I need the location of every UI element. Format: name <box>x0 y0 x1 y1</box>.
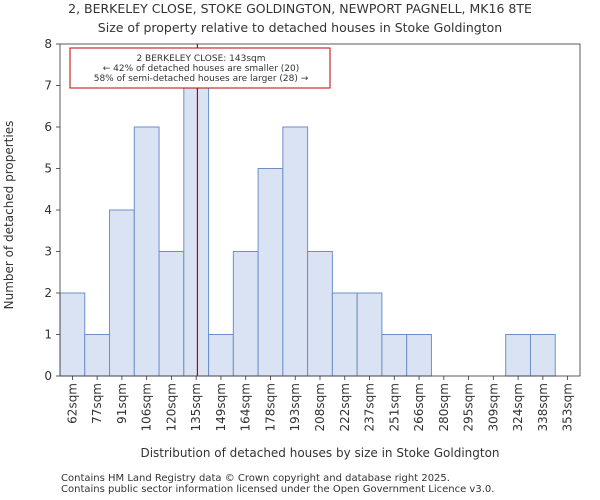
x-tick-label: 178sqm <box>263 383 277 431</box>
bar-62sqm <box>59 292 86 377</box>
bar-91sqm <box>109 209 135 377</box>
x-tick-label: 135sqm <box>189 383 203 431</box>
x-tick-label: 149sqm <box>214 383 228 431</box>
bar-222sqm <box>331 292 358 377</box>
bar-120sqm <box>158 251 185 377</box>
x-tick-label: 77sqm <box>90 383 104 424</box>
bar-178sqm <box>257 168 284 377</box>
y-tick-label: 5 <box>44 162 52 176</box>
x-tick-label: 251sqm <box>387 383 401 431</box>
chart-title: 2, BERKELEY CLOSE, STOKE GOLDINGTON, NEW… <box>68 1 532 16</box>
y-tick-label: 3 <box>44 245 52 259</box>
x-axis: 62sqm 77sqm 91sqm 106sqm 120sqm 135sqm 149sqm 1… <box>65 376 575 431</box>
footer-line-2: Contains public sector information licen… <box>61 484 495 495</box>
bar-324sqm <box>505 334 531 377</box>
y-tick-label: 8 <box>44 37 52 51</box>
bar-135sqm <box>183 85 210 377</box>
bar-266sqm <box>406 334 432 377</box>
bar-77sqm <box>84 334 111 377</box>
x-tick-label: 91sqm <box>115 383 129 424</box>
x-tick-label: 106sqm <box>140 383 154 431</box>
x-axis-label: Distribution of detached houses by size … <box>140 446 499 460</box>
bar-193sqm <box>282 126 309 377</box>
x-tick-label: 120sqm <box>164 383 178 431</box>
x-tick-label: 208sqm <box>313 383 327 431</box>
y-tick-label: 6 <box>44 120 52 134</box>
y-tick-label: 4 <box>44 203 52 217</box>
x-tick-label: 62sqm <box>65 383 79 424</box>
y-tick-label: 1 <box>44 328 52 342</box>
chart-subtitle: Size of property relative to detached ho… <box>98 20 502 35</box>
x-tick-label: 164sqm <box>239 383 253 431</box>
bar-338sqm <box>529 334 556 377</box>
bar-106sqm <box>133 126 160 377</box>
x-tick-label: 237sqm <box>363 383 377 431</box>
y-tick-label: 2 <box>44 286 52 300</box>
x-tick-label: 295sqm <box>462 383 476 431</box>
annotation-line-3: 58% of semi-detached houses are larger (… <box>94 74 309 84</box>
y-axis: 0 1 2 3 4 5 6 7 8 <box>44 37 60 383</box>
bar-237sqm <box>356 292 383 377</box>
annotation-line-1: 2 BERKELEY CLOSE: 143sqm <box>136 54 265 64</box>
x-tick-label: 193sqm <box>288 383 302 431</box>
x-tick-label: 324sqm <box>511 383 525 431</box>
annotation-box <box>69 47 331 89</box>
x-tick-label: 266sqm <box>412 383 426 431</box>
y-axis-label: Number of detached properties <box>2 121 16 310</box>
bar-164sqm <box>232 251 259 377</box>
bar-208sqm <box>307 251 333 377</box>
x-tick-label: 280sqm <box>437 383 451 431</box>
y-tick-label: 0 <box>44 369 52 383</box>
bars-group <box>59 85 556 377</box>
footer-line-1: Contains HM Land Registry data © Crown c… <box>61 473 450 484</box>
x-tick-label: 353sqm <box>561 383 575 431</box>
plot-frame <box>59 43 581 377</box>
bar-251sqm <box>381 334 408 377</box>
x-tick-label: 338sqm <box>536 383 550 431</box>
y-tick-label: 7 <box>44 79 52 93</box>
x-tick-label: 309sqm <box>486 383 500 431</box>
bar-149sqm <box>208 334 234 377</box>
annotation-line-2: ← 42% of detached houses are smaller (20… <box>103 64 300 74</box>
x-tick-label: 222sqm <box>338 383 352 431</box>
